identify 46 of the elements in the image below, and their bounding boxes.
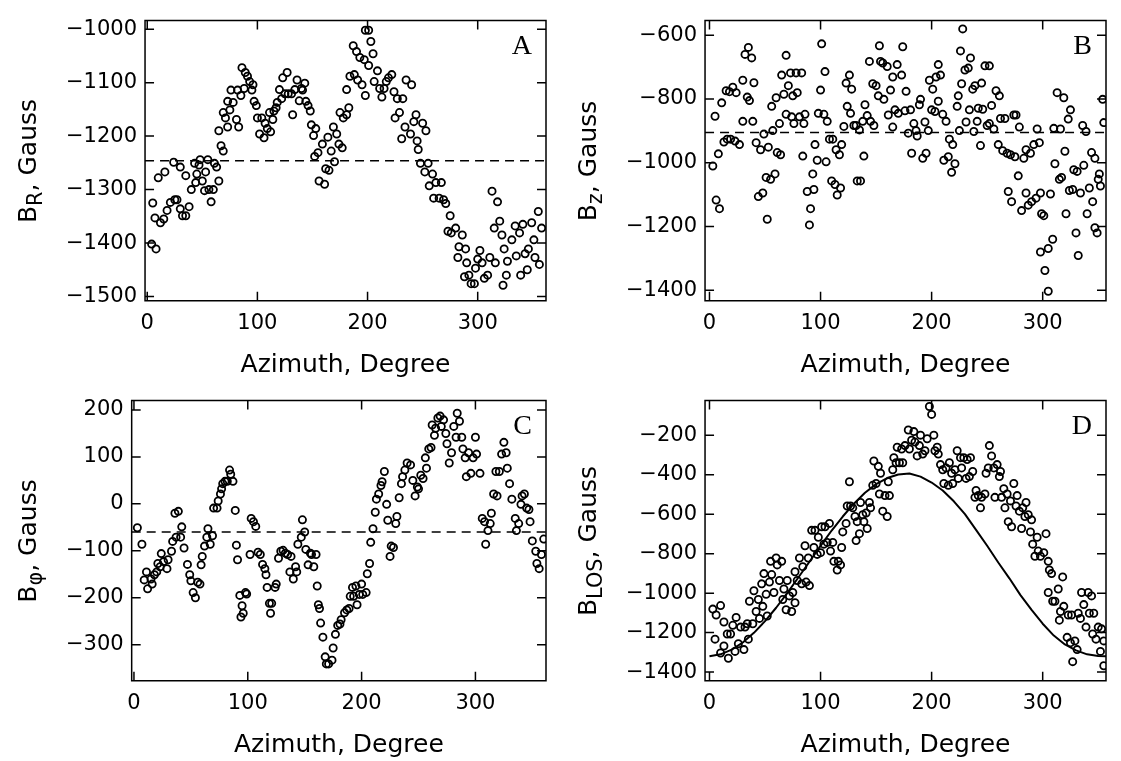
x-tick-label: 0 [140, 309, 154, 334]
x-tick-label: 0 [702, 309, 717, 334]
y-tick-label: −1000 [625, 149, 698, 174]
x-tick-label: 300 [455, 689, 496, 714]
y-tick-label: −1400 [625, 276, 698, 301]
annotation: A [511, 28, 533, 60]
annotation: D [1071, 408, 1092, 440]
annotation: B [1073, 28, 1092, 60]
x-tick-label: 0 [702, 689, 717, 714]
x-axis-title: Azimuth, Degree [800, 349, 1011, 378]
y-tick-label: 100 [83, 443, 124, 468]
x-tick-label: 100 [237, 309, 278, 334]
y-tick-label: −1000 [625, 579, 698, 604]
y-tick-label: −1300 [65, 176, 138, 201]
x-tick-label: 100 [800, 689, 841, 714]
y-tick-label: 200 [83, 396, 124, 421]
y-tick-label: −600 [639, 500, 698, 525]
y-tick-label: −1100 [65, 69, 138, 94]
x-tick-label: 200 [341, 689, 382, 714]
y-tick-label: −400 [639, 461, 698, 486]
x-tick-label: 200 [911, 689, 952, 714]
y-tick-label: −600 [639, 21, 698, 46]
y-tick-label: −200 [65, 584, 124, 609]
y-tick-label: −800 [639, 540, 698, 565]
x-tick-label: 100 [227, 689, 268, 714]
y-tick-label: −1200 [625, 619, 698, 644]
y-tick-label: −1200 [625, 212, 698, 237]
x-tick-label: 200 [911, 309, 952, 334]
y-tick-label: −300 [65, 631, 124, 656]
y-tick-label: −1400 [65, 229, 138, 254]
x-axis-title: Azimuth, Degree [233, 729, 444, 758]
x-tick-label: 300 [1022, 309, 1063, 334]
y-tick-label: −100 [65, 537, 124, 562]
x-tick-label: 300 [457, 309, 498, 334]
y-tick-label: −1000 [65, 15, 138, 40]
x-axis-title: Azimuth, Degree [240, 349, 451, 378]
x-axis-title: Azimuth, Degree [800, 729, 1011, 758]
x-tick-label: 300 [1022, 689, 1063, 714]
x-tick-label: 200 [347, 309, 388, 334]
x-tick-label: 100 [800, 309, 841, 334]
y-tick-label: −1500 [65, 282, 138, 307]
y-tick-label: −200 [639, 421, 698, 446]
y-tick-label: −1400 [625, 658, 698, 683]
y-tick-label: −1200 [65, 122, 138, 147]
y-tick-label: −800 [639, 85, 698, 110]
y-tick-label: 0 [110, 490, 124, 515]
